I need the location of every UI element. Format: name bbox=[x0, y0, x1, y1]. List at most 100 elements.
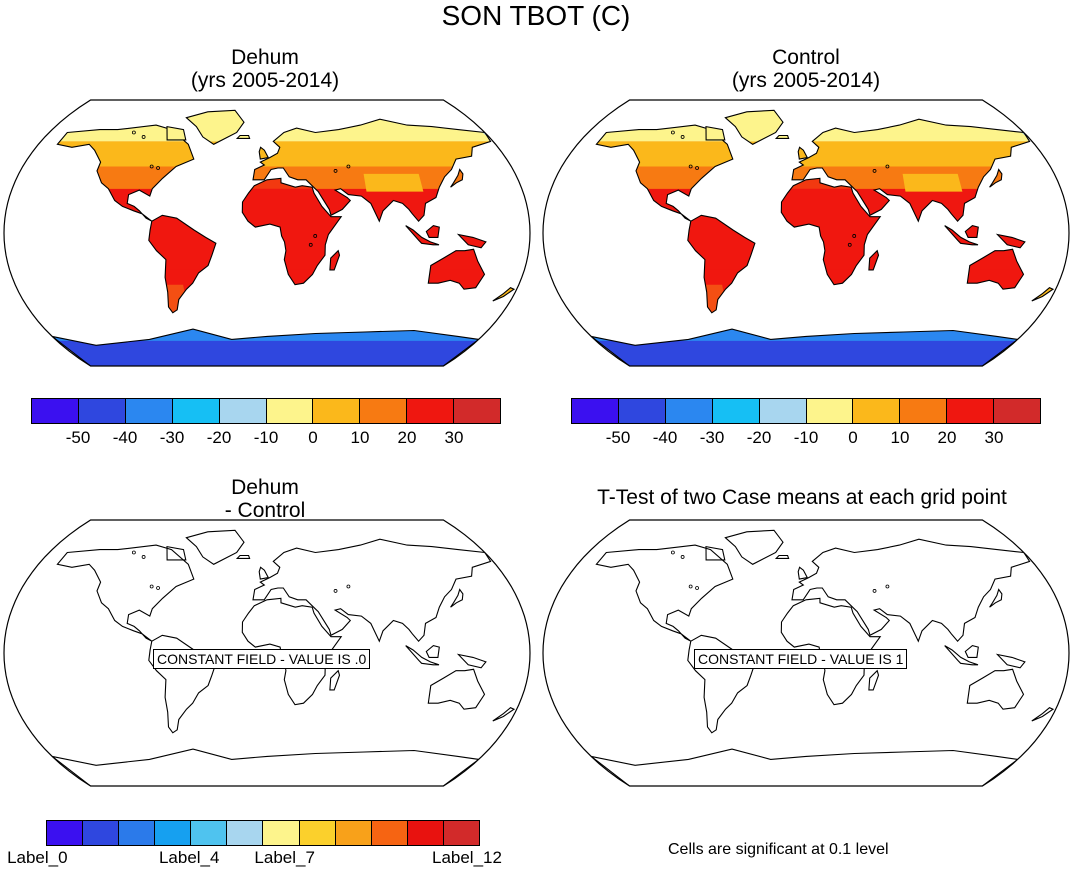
colorbar-box bbox=[155, 821, 192, 845]
colorbar-tick-label: Label_0 bbox=[7, 848, 68, 867]
lake-outline bbox=[131, 130, 136, 135]
colorbar-tick-label: -30 bbox=[159, 428, 185, 447]
temperature-band bbox=[596, 125, 733, 142]
colorbar-box bbox=[712, 399, 760, 423]
lake-outline bbox=[680, 135, 685, 139]
map-border bbox=[542, 519, 1070, 787]
colorbar-box bbox=[407, 399, 455, 423]
colorbar-box bbox=[266, 399, 314, 423]
coastline-newguinea bbox=[995, 653, 1026, 669]
temperature-band bbox=[902, 173, 963, 192]
coastline-newguinea bbox=[456, 653, 487, 669]
lake-outline bbox=[156, 166, 160, 170]
colorbar-box bbox=[191, 821, 228, 845]
lake-outline bbox=[131, 550, 136, 555]
colorbar-box bbox=[360, 399, 408, 423]
panel-title-dehum: Dehum (yrs 2005-2014) bbox=[65, 46, 465, 92]
coastline-japan bbox=[450, 588, 464, 608]
coastline-borneo bbox=[425, 644, 440, 658]
colorbar-tick-label: -20 bbox=[206, 428, 232, 447]
lake-outline bbox=[847, 242, 852, 247]
colorbar-box bbox=[665, 399, 713, 423]
temperature-band bbox=[57, 141, 194, 167]
colorbar-tick-label: Label_12 bbox=[431, 848, 502, 867]
coastline-uk bbox=[258, 566, 270, 580]
temperature-band bbox=[57, 166, 194, 189]
coastline-madagascar bbox=[329, 249, 341, 271]
coastline-africa bbox=[241, 597, 343, 706]
coastline-indonesia bbox=[944, 645, 979, 666]
lake-outline bbox=[688, 164, 693, 169]
coastline-japan bbox=[989, 168, 1003, 188]
coastline-iceland bbox=[774, 554, 790, 559]
panel-title-diff: Dehum - Control bbox=[65, 476, 465, 522]
coastline-eurasia bbox=[252, 538, 492, 643]
panel-title-line2: (yrs 2005-2014) bbox=[190, 69, 340, 92]
map-border bbox=[542, 99, 1070, 367]
temperature-band bbox=[596, 166, 733, 189]
constant-field-label-ttest: CONSTANT FIELD - VALUE IS 1 bbox=[694, 649, 908, 669]
coastline-northAmerica bbox=[56, 544, 195, 642]
temperature-band bbox=[56, 340, 478, 366]
coastline-madagascar bbox=[868, 669, 880, 691]
coastline-greenland bbox=[185, 529, 245, 565]
constant-field-label-diff: CONSTANT FIELD - VALUE IS .0 bbox=[153, 649, 371, 669]
coastline-africa bbox=[780, 177, 882, 286]
coastline-japan bbox=[989, 588, 1003, 608]
colorbar-box bbox=[78, 399, 126, 423]
colorbar-box bbox=[313, 399, 361, 423]
land-fill-madagascar bbox=[868, 250, 879, 270]
coastline-newzealand bbox=[492, 287, 516, 302]
coastline-australia bbox=[966, 248, 1025, 290]
land-fill-iceland bbox=[237, 135, 250, 139]
coastline-northAmerica bbox=[56, 124, 195, 222]
colorbar-tick-label: -40 bbox=[112, 428, 138, 447]
colorbar-tick-label: -50 bbox=[605, 428, 631, 447]
coastline-uk bbox=[258, 146, 270, 160]
lake-outline bbox=[670, 130, 675, 135]
colorbar-box bbox=[263, 821, 300, 845]
lake-outline bbox=[333, 169, 338, 173]
coastline-newzealand bbox=[1031, 707, 1055, 722]
lake-outline bbox=[149, 164, 154, 169]
map-border bbox=[3, 519, 531, 787]
colorbar-tick-label: -40 bbox=[652, 428, 678, 447]
lake-outline bbox=[670, 550, 675, 555]
colorbar-box bbox=[371, 821, 408, 845]
colorbar-box bbox=[454, 399, 501, 423]
coastline-japan bbox=[450, 168, 464, 188]
colorbar-box bbox=[994, 399, 1041, 423]
coastline-madagascar bbox=[868, 249, 880, 271]
panel-title-line1: Dehum bbox=[231, 46, 299, 69]
lake-outline bbox=[695, 166, 699, 170]
colorbar-box bbox=[806, 399, 854, 423]
lake-outline bbox=[885, 584, 890, 589]
colorbar-tick-label: -30 bbox=[699, 428, 725, 447]
colorbar-ticks-diff: Label_0 Label_4 Label_7 Label_12 bbox=[7, 848, 502, 868]
colorbar-box bbox=[219, 399, 267, 423]
panel-title-line1: Dehum bbox=[231, 476, 299, 499]
coastline-greenland bbox=[185, 109, 245, 145]
map-panel-diff bbox=[3, 519, 531, 787]
coastline-madagascar bbox=[329, 669, 341, 691]
land-fill-iceland bbox=[776, 135, 789, 139]
coastline-iceland bbox=[774, 134, 790, 139]
colorbar-box bbox=[618, 399, 666, 423]
colorbar-box bbox=[335, 821, 372, 845]
colorbar-diff bbox=[46, 820, 480, 846]
land-fill-antarctica bbox=[52, 329, 479, 366]
colorbar-tick-label: 10 bbox=[350, 428, 370, 447]
significance-note: Cells are significant at 0.1 level bbox=[668, 841, 889, 858]
panel-title-control: Control (yrs 2005-2014) bbox=[606, 46, 1006, 92]
coastline-borneo bbox=[964, 224, 979, 238]
panel-title-line1: T-Test of two Case means at each grid po… bbox=[597, 486, 1007, 509]
temperature-band bbox=[57, 125, 194, 142]
coastline-eurasia bbox=[252, 118, 492, 223]
lake-outline bbox=[852, 234, 857, 238]
colorbar-ticks-control: -50 -40 -30 -20 -10 0 10 20 30 bbox=[571, 428, 1041, 448]
coastline-australia bbox=[966, 668, 1025, 710]
coastline-greenland bbox=[724, 109, 784, 145]
colorbar-box bbox=[83, 821, 120, 845]
colorbar-box bbox=[947, 399, 995, 423]
land-fill-antarctica bbox=[591, 329, 1018, 366]
